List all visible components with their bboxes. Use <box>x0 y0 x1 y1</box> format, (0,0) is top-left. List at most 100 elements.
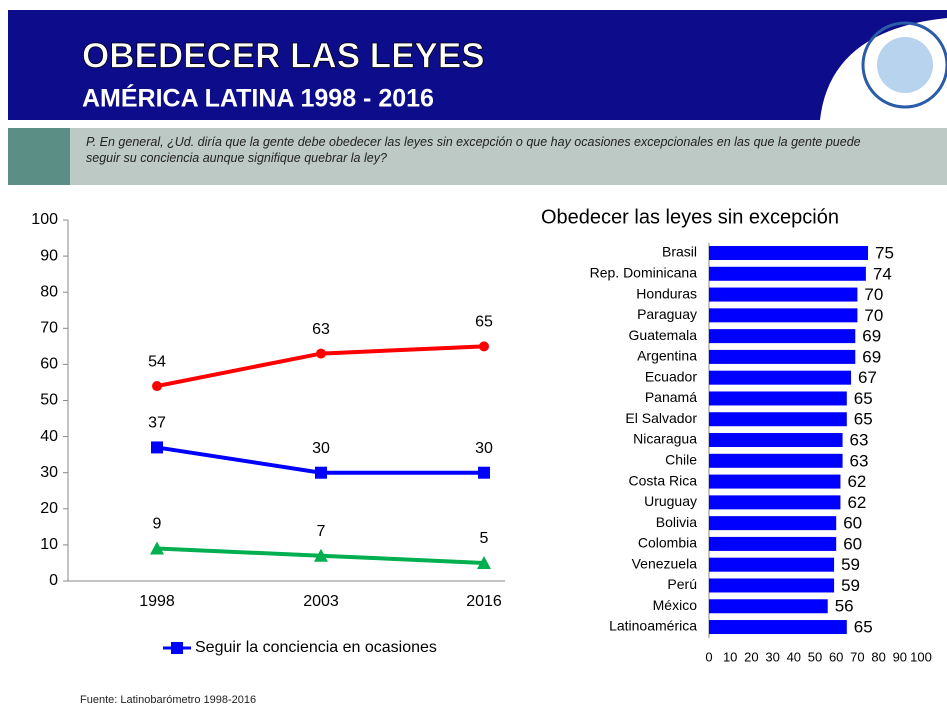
x-tick-label: 50 <box>808 649 822 664</box>
data-label: 63 <box>312 321 330 338</box>
point <box>150 541 164 555</box>
bar <box>709 453 843 468</box>
x-tick-label: 60 <box>829 649 843 664</box>
bar <box>709 474 841 489</box>
data-label: 7 <box>317 523 326 540</box>
x-tick-label: 80 <box>871 649 885 664</box>
y-tick-label: Brasil <box>662 244 697 260</box>
y-tick-label: Latinoamérica <box>609 618 697 634</box>
x-tick-label: 20 <box>744 649 758 664</box>
x-tick-label: 1998 <box>139 593 175 610</box>
y-tick-label: Ecuador <box>645 368 697 384</box>
data-label: 9 <box>153 516 162 533</box>
x-tick-label: 30 <box>765 649 779 664</box>
bar <box>709 329 856 344</box>
y-tick-label: Chile <box>665 452 697 468</box>
bar <box>709 433 843 448</box>
y-tick-label: Nicaragua <box>633 431 697 447</box>
y-tick-label: Argentina <box>637 348 697 364</box>
y-tick-label: Rep. Dominicana <box>590 264 698 280</box>
bar <box>709 516 837 531</box>
question-band <box>8 128 947 185</box>
data-label: 30 <box>312 440 330 457</box>
question-marker <box>8 128 70 185</box>
bar <box>709 287 858 302</box>
point <box>479 341 489 352</box>
y-tick-label: México <box>653 597 698 613</box>
y-tick-label: El Salvador <box>625 410 697 426</box>
y-tick-label: Venezuela <box>632 555 698 571</box>
x-tick-label: 40 <box>787 649 801 664</box>
logo-globe <box>877 37 933 93</box>
data-label: 70 <box>864 285 883 304</box>
legend-marker <box>171 642 183 654</box>
bar <box>709 536 837 551</box>
data-label: 69 <box>862 327 881 346</box>
chart-title: Obedecer las leyes sin excepción <box>541 206 839 228</box>
data-label: 63 <box>850 451 869 470</box>
point <box>478 466 490 479</box>
x-tick-label: 90 <box>893 649 907 664</box>
bar <box>709 620 847 635</box>
y-tick-label: Guatemala <box>629 327 698 343</box>
subtitle: AMÉRICA LATINA 1998 - 2016 <box>82 84 434 113</box>
source: Fuente: Latinobarómetro 1998-2016 <box>80 694 256 706</box>
y-tick-label: Uruguay <box>644 493 697 509</box>
bar <box>709 391 847 406</box>
data-label: 56 <box>835 597 854 616</box>
y-tick-label: 80 <box>40 283 58 300</box>
data-label: 75 <box>875 243 894 262</box>
x-tick-label: 2003 <box>303 593 339 610</box>
data-label: 5 <box>480 530 489 547</box>
bar <box>709 412 847 427</box>
question-box: P. En general, ¿Ud. diría que la gente d… <box>86 135 861 165</box>
point <box>151 441 163 454</box>
bar <box>709 578 835 593</box>
y-tick-label: Honduras <box>636 285 697 301</box>
y-tick-label: 90 <box>40 247 58 264</box>
data-label: 65 <box>854 410 873 429</box>
y-tick-label: Costa Rica <box>629 472 698 488</box>
data-label: 65 <box>854 389 873 408</box>
bar <box>709 266 866 281</box>
point <box>314 548 328 562</box>
data-label: 37 <box>148 415 166 432</box>
y-tick-label: 0 <box>49 572 58 589</box>
y-tick-label: Colombia <box>638 535 697 551</box>
point <box>477 555 491 569</box>
y-tick-label: 50 <box>40 392 58 409</box>
bar <box>709 246 868 260</box>
data-label: 59 <box>841 576 860 595</box>
data-label: 70 <box>864 306 883 325</box>
point <box>152 381 162 392</box>
bar <box>709 308 858 323</box>
data-label: 62 <box>847 472 866 491</box>
data-label: 60 <box>843 534 862 553</box>
header-band <box>8 10 947 120</box>
y-tick-label: 60 <box>40 356 58 373</box>
x-tick-label: 100 <box>910 649 932 664</box>
y-tick-label: 100 <box>31 211 58 228</box>
data-label: 67 <box>858 368 877 387</box>
point <box>315 466 327 479</box>
title: OBEDECER LAS LEYES <box>82 36 485 75</box>
data-label: 59 <box>841 555 860 574</box>
data-label: 54 <box>148 353 166 370</box>
x-tick-label: 70 <box>850 649 864 664</box>
y-tick-label: Paraguay <box>637 306 697 322</box>
y-tick-label: 20 <box>40 500 58 517</box>
logo <box>861 21 947 109</box>
data-label: 30 <box>475 440 493 457</box>
data-label: 65 <box>475 314 493 331</box>
data-label: 74 <box>873 264 892 283</box>
y-tick-label: Bolivia <box>656 514 697 530</box>
data-label: 65 <box>854 618 873 637</box>
y-tick-label: 30 <box>40 464 58 481</box>
point <box>316 348 326 359</box>
y-tick-label: 40 <box>40 428 58 445</box>
data-label: 63 <box>850 431 869 450</box>
y-tick-label: Perú <box>667 576 697 592</box>
y-tick-label: 10 <box>40 536 58 553</box>
